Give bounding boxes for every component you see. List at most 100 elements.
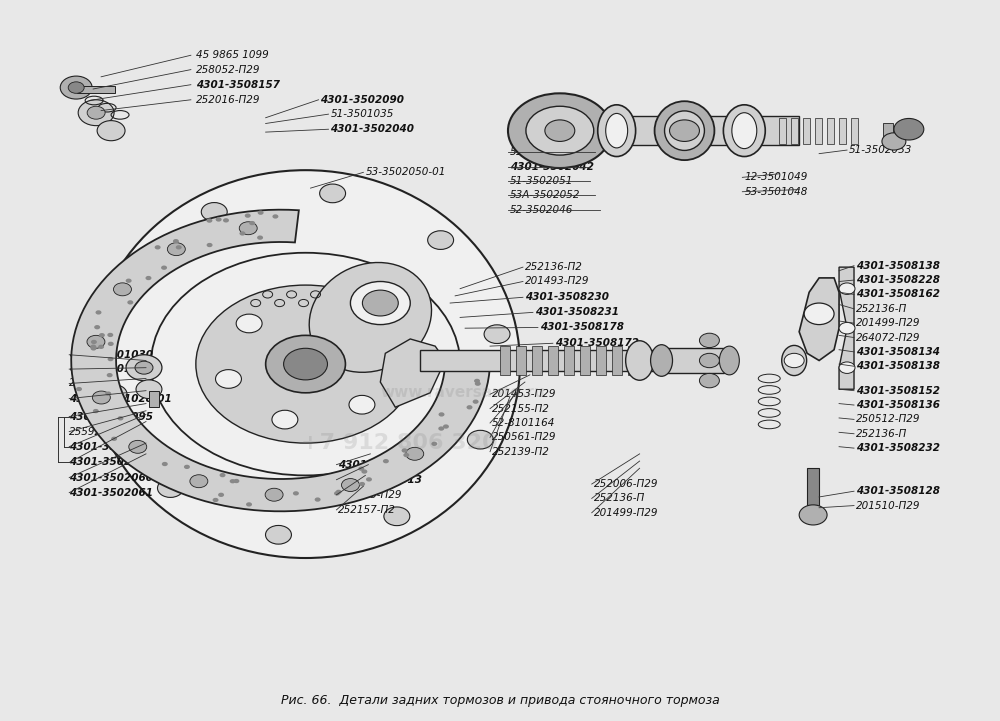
Text: 51-3502058: 51-3502058 <box>510 147 573 157</box>
Ellipse shape <box>91 170 520 558</box>
Circle shape <box>107 373 113 377</box>
Text: 4301-3502061: 4301-3502061 <box>69 487 153 497</box>
Text: 252136-П: 252136-П <box>594 493 645 503</box>
Bar <box>791 118 798 143</box>
Bar <box>564 346 574 375</box>
Text: 4301-3508162: 4301-3508162 <box>856 289 940 299</box>
Text: 51-3501035: 51-3501035 <box>330 109 394 119</box>
Circle shape <box>78 99 114 125</box>
Circle shape <box>60 76 92 99</box>
Circle shape <box>358 466 364 471</box>
Text: 4301-3508136: 4301-3508136 <box>856 400 940 410</box>
Circle shape <box>359 482 365 486</box>
Text: 4301-3508231: 4301-3508231 <box>535 307 619 317</box>
Bar <box>77 86 115 93</box>
Circle shape <box>320 184 346 203</box>
Circle shape <box>699 353 719 368</box>
Circle shape <box>107 333 113 337</box>
Text: 4301-3508152: 4301-3508152 <box>856 386 940 396</box>
Circle shape <box>206 218 212 223</box>
Bar <box>779 118 786 143</box>
Text: 252016-П29: 252016-П29 <box>196 94 260 105</box>
Text: 252136-П: 252136-П <box>856 304 907 314</box>
Circle shape <box>108 357 114 361</box>
Circle shape <box>91 346 97 350</box>
Circle shape <box>98 345 104 349</box>
Bar <box>807 468 819 511</box>
Circle shape <box>508 93 612 168</box>
Circle shape <box>545 120 575 141</box>
Bar <box>596 346 606 375</box>
Text: 250512-П29: 250512-П29 <box>856 415 921 425</box>
Circle shape <box>145 276 151 280</box>
Circle shape <box>136 380 162 399</box>
Circle shape <box>402 448 408 453</box>
Circle shape <box>804 303 834 324</box>
Circle shape <box>839 283 855 294</box>
Circle shape <box>245 213 251 218</box>
Circle shape <box>97 120 125 141</box>
Circle shape <box>257 236 263 240</box>
Circle shape <box>839 362 855 373</box>
Bar <box>665 348 724 373</box>
Text: 201499-П29: 201499-П29 <box>594 508 658 518</box>
Bar <box>532 346 542 375</box>
Polygon shape <box>71 210 490 511</box>
Text: 201453-П29: 201453-П29 <box>492 389 557 399</box>
Circle shape <box>882 133 906 150</box>
Ellipse shape <box>782 345 807 376</box>
Circle shape <box>126 355 162 381</box>
Circle shape <box>135 361 153 374</box>
Circle shape <box>239 231 245 236</box>
Circle shape <box>467 405 473 410</box>
Circle shape <box>699 373 719 388</box>
Circle shape <box>220 473 226 477</box>
Text: 51-3502051: 51-3502051 <box>510 176 573 186</box>
Ellipse shape <box>665 111 704 151</box>
Circle shape <box>87 335 105 348</box>
Circle shape <box>366 477 372 482</box>
Text: 52-3502046: 52-3502046 <box>510 205 573 215</box>
Text: 4301-3508138: 4301-3508138 <box>856 361 940 371</box>
Circle shape <box>94 325 100 329</box>
Text: 4301-3508128: 4301-3508128 <box>856 486 940 496</box>
Ellipse shape <box>719 346 739 375</box>
Circle shape <box>526 106 594 155</box>
Text: 4301-3502012: 4301-3502012 <box>338 460 422 469</box>
Circle shape <box>406 447 424 460</box>
Bar <box>420 350 699 371</box>
Circle shape <box>230 479 236 483</box>
Bar <box>500 346 510 375</box>
Circle shape <box>207 243 213 247</box>
Text: 290852: 290852 <box>69 379 109 389</box>
Circle shape <box>190 474 208 487</box>
Text: 4301-3502090: 4301-3502090 <box>69 458 153 467</box>
Text: 255923-П: 255923-П <box>69 427 120 437</box>
Circle shape <box>272 410 298 429</box>
Text: 52-8101164: 52-8101164 <box>492 418 555 428</box>
Circle shape <box>475 381 481 386</box>
Circle shape <box>157 479 183 497</box>
Text: 4301-3508228: 4301-3508228 <box>856 275 940 285</box>
Circle shape <box>428 231 454 249</box>
Text: 4301-3508157: 4301-3508157 <box>196 80 280 89</box>
Circle shape <box>784 353 804 368</box>
Text: 250561-П29: 250561-П29 <box>492 433 557 443</box>
Text: 45 9865 1099: 45 9865 1099 <box>196 50 269 61</box>
Circle shape <box>173 239 179 243</box>
Ellipse shape <box>626 341 654 380</box>
Circle shape <box>484 325 510 343</box>
Text: 201493-П29: 201493-П29 <box>525 276 589 286</box>
Circle shape <box>218 492 224 497</box>
Text: +7 912 806 320: +7 912 806 320 <box>301 433 497 453</box>
Circle shape <box>223 218 229 223</box>
Circle shape <box>151 253 460 475</box>
Circle shape <box>117 416 123 420</box>
Circle shape <box>384 507 410 526</box>
Text: 4301-3502105: 4301-3502105 <box>69 442 153 451</box>
Polygon shape <box>380 339 445 407</box>
Bar <box>580 346 590 375</box>
Circle shape <box>96 310 101 314</box>
Text: 264072-П29: 264072-П29 <box>856 332 921 342</box>
Bar <box>815 118 822 143</box>
